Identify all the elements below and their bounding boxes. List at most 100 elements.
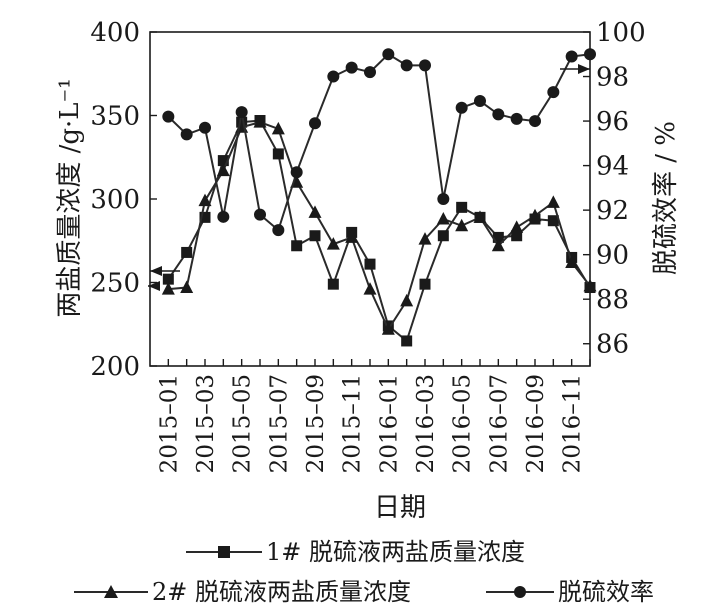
legend-label-2: 2# 脱硫液两盐质量浓度 bbox=[152, 578, 411, 606]
plot-border bbox=[149, 31, 591, 367]
circle-point bbox=[290, 166, 303, 179]
triangle-point bbox=[326, 237, 340, 250]
triangle-point bbox=[546, 195, 560, 208]
x-tick-label: 2016–03 bbox=[413, 374, 439, 473]
x-tick-label: 2016–11 bbox=[560, 374, 586, 473]
square-point bbox=[437, 230, 449, 242]
square-point bbox=[456, 201, 468, 213]
triangle-point bbox=[583, 278, 597, 292]
legend-label-1: 1# 脱硫液两盐质量浓度 bbox=[266, 538, 525, 566]
circle-point bbox=[162, 110, 175, 123]
left-tick-label: 250 bbox=[90, 269, 140, 299]
square-point bbox=[511, 230, 523, 242]
triangle-point bbox=[400, 293, 414, 307]
circle-point bbox=[254, 208, 266, 221]
circle-point bbox=[455, 101, 468, 114]
circle-point bbox=[364, 66, 376, 79]
x-tick-label: 2015–11 bbox=[340, 374, 366, 473]
square-point bbox=[492, 231, 504, 243]
square-point bbox=[327, 278, 339, 290]
square-point bbox=[181, 246, 193, 258]
circle-point bbox=[584, 48, 596, 61]
legend-label-3: 脱硫效率 bbox=[558, 578, 654, 606]
triangle-point bbox=[198, 193, 212, 207]
triangle-point bbox=[345, 230, 359, 243]
series-1 bbox=[162, 115, 596, 347]
right-tick-label: 94 bbox=[596, 152, 629, 182]
triangle-point bbox=[510, 220, 524, 233]
right-tick-label: 98 bbox=[596, 63, 629, 93]
triangle-point bbox=[455, 218, 469, 232]
triangle-point bbox=[308, 205, 322, 218]
legend-item-2: 2# 脱硫液两盐质量浓度 bbox=[74, 578, 411, 606]
left-axis-arrow-2 bbox=[148, 281, 160, 291]
circle-point bbox=[327, 70, 340, 83]
left-y-axis: 200 250 300 350 400 bbox=[90, 18, 157, 382]
circle-point bbox=[547, 86, 560, 99]
triangle-point bbox=[565, 255, 579, 268]
circle-point bbox=[217, 210, 230, 223]
triangle-point bbox=[528, 208, 542, 222]
right-tick-label: 96 bbox=[596, 107, 629, 137]
circle-point bbox=[235, 106, 248, 119]
square-point bbox=[272, 148, 284, 160]
triangle-point bbox=[418, 232, 432, 245]
y-axis-right-label: 脱硫效率 / % bbox=[651, 121, 681, 275]
right-tick-label: 88 bbox=[596, 285, 629, 315]
series-2 bbox=[161, 115, 597, 335]
x-tick-label: 2016–07 bbox=[486, 374, 512, 473]
square-point bbox=[419, 278, 431, 290]
triangle-point bbox=[363, 282, 377, 295]
x-tick-label: 2015–01 bbox=[156, 374, 182, 473]
y-axis-left-label: 两盐质量浓度 /g·L⁻¹ bbox=[55, 78, 85, 317]
square-point bbox=[309, 230, 321, 242]
circle-point bbox=[437, 193, 450, 205]
x-axis: 2015–01 2015–03 2015–05 2015–07 2015–09 2015–… bbox=[156, 359, 591, 473]
right-tick-label: 100 bbox=[596, 18, 646, 48]
legend: 1# 脱硫液两盐质量浓度 2# 脱硫液两盐质量浓度 脱硫效率 bbox=[74, 538, 654, 606]
x-tick-label: 2016–05 bbox=[450, 374, 476, 473]
circle-point bbox=[345, 61, 358, 74]
circle-point bbox=[309, 117, 321, 130]
legend-triangle-marker bbox=[104, 585, 118, 598]
circle-point bbox=[529, 115, 541, 128]
triangle-point bbox=[491, 238, 505, 252]
square-point bbox=[217, 155, 229, 167]
x-tick-label: 2015–05 bbox=[230, 374, 256, 473]
x-tick-label: 2015–09 bbox=[303, 374, 329, 473]
right-tick-label: 92 bbox=[596, 196, 629, 226]
triangle-point bbox=[381, 322, 395, 335]
triangle-point bbox=[216, 163, 230, 177]
circle-point bbox=[510, 112, 523, 125]
circle-point bbox=[382, 48, 395, 61]
square-point bbox=[199, 211, 211, 223]
triangle-point bbox=[161, 282, 175, 295]
right-tick-label: 86 bbox=[596, 330, 629, 360]
circle-point bbox=[180, 128, 193, 141]
square-point bbox=[401, 335, 413, 347]
series-3 bbox=[162, 48, 596, 237]
x-tick-label: 2015–03 bbox=[193, 374, 219, 473]
plot-frame bbox=[149, 31, 591, 367]
series-group bbox=[161, 48, 597, 347]
x-axis-label: 日期 bbox=[374, 493, 426, 523]
axis-indicator-arrows bbox=[148, 64, 590, 291]
left-tick-label: 200 bbox=[90, 352, 140, 382]
triangle-point bbox=[436, 212, 450, 225]
x-tick-label: 2016–09 bbox=[523, 374, 549, 473]
triangle-point bbox=[271, 121, 285, 135]
x-tick-label: 2016–01 bbox=[376, 374, 402, 473]
circle-point bbox=[419, 59, 431, 72]
legend-circle-marker bbox=[514, 586, 526, 598]
circle-point bbox=[492, 108, 505, 121]
right-tick-label: 90 bbox=[596, 241, 629, 271]
square-point bbox=[547, 215, 559, 227]
right-axis-arrow bbox=[560, 64, 590, 74]
circle-point bbox=[272, 224, 285, 237]
legend-item-1: 1# 脱硫液两盐质量浓度 bbox=[186, 538, 525, 566]
left-tick-label: 350 bbox=[90, 102, 140, 132]
x-tick-label: 2015–07 bbox=[266, 374, 292, 473]
square-point bbox=[291, 240, 303, 252]
left-axis-arrow bbox=[150, 266, 180, 276]
